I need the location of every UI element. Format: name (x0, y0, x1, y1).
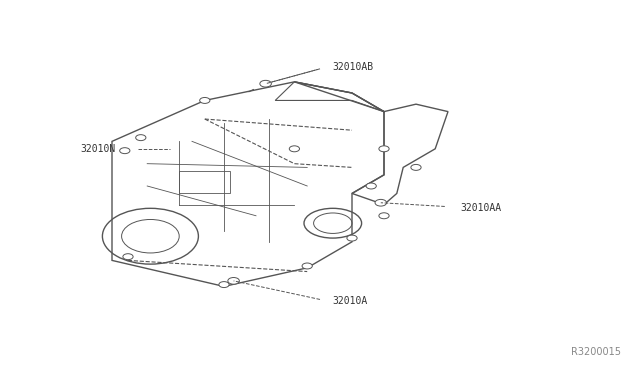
Circle shape (302, 263, 312, 269)
Circle shape (379, 146, 389, 152)
Circle shape (260, 80, 271, 87)
Text: 32010AB: 32010AB (333, 62, 374, 72)
Circle shape (375, 199, 387, 206)
Circle shape (379, 213, 389, 219)
Text: 32010A: 32010A (333, 296, 368, 306)
Circle shape (136, 135, 146, 141)
Text: 32010N: 32010N (80, 144, 115, 154)
Circle shape (347, 235, 357, 241)
Circle shape (228, 278, 239, 284)
Circle shape (411, 164, 421, 170)
Circle shape (123, 254, 133, 260)
Circle shape (289, 146, 300, 152)
Text: R3200015: R3200015 (571, 347, 621, 357)
Circle shape (200, 97, 210, 103)
Circle shape (120, 148, 130, 154)
Text: 32010AA: 32010AA (461, 203, 502, 213)
Circle shape (366, 183, 376, 189)
Circle shape (219, 282, 229, 288)
